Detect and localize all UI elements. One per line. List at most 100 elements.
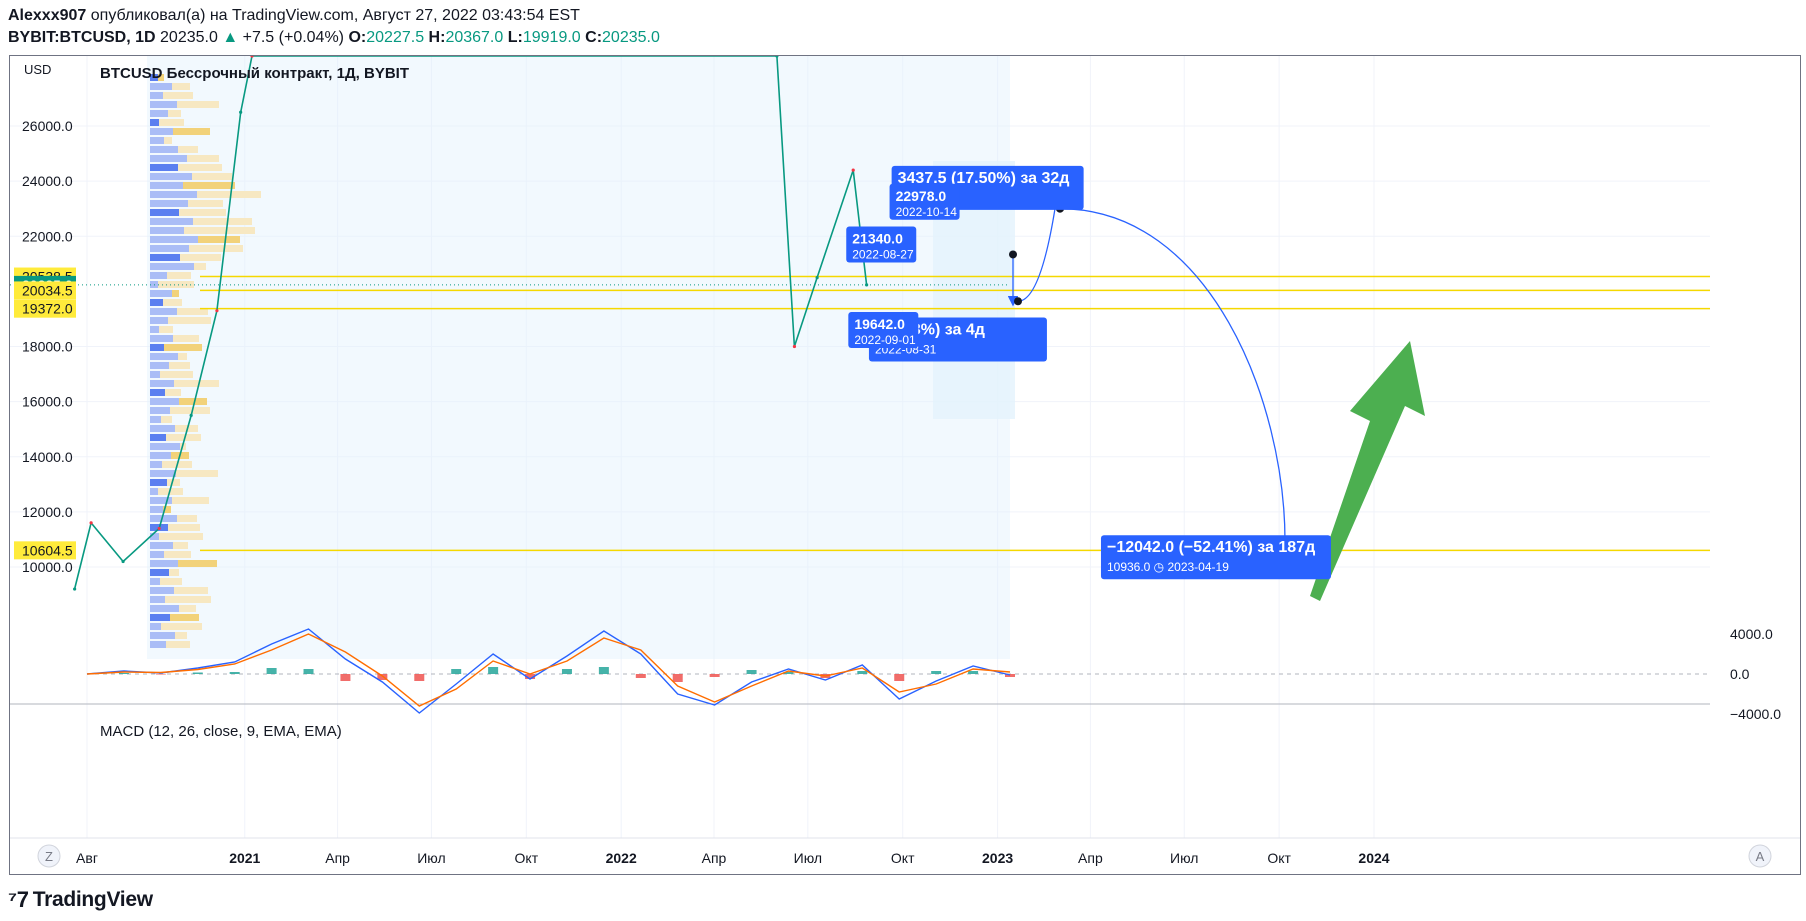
volume-bar-down bbox=[174, 587, 208, 594]
volume-bar-down bbox=[177, 101, 219, 108]
volume-bar-down bbox=[178, 353, 187, 360]
high-label: H: bbox=[428, 29, 446, 46]
volume-bar-down bbox=[168, 317, 211, 324]
volume-bar-down bbox=[159, 326, 173, 333]
price-point bbox=[815, 275, 819, 280]
price-tick-label: 18000.0 bbox=[22, 339, 73, 355]
volume-bar-down bbox=[179, 209, 226, 216]
brand-name: TradingView bbox=[32, 888, 153, 911]
volume-bar-up bbox=[150, 623, 161, 630]
price-tick-label: 22000.0 bbox=[22, 228, 73, 244]
volume-bar-up bbox=[150, 164, 178, 171]
chart-frame[interactable]: 3437.5 (17.50%) за 32д2022-10-0322978.02… bbox=[9, 55, 1801, 875]
time-tick-label: Окт bbox=[515, 850, 539, 866]
volume-bar-down bbox=[173, 128, 210, 135]
volume-bar-down bbox=[197, 191, 261, 198]
volume-bar-down bbox=[194, 263, 206, 270]
anchor-point bbox=[1014, 297, 1022, 306]
auto-scale-button[interactable]: A bbox=[1748, 844, 1772, 868]
annotations: 3437.5 (17.50%) за 32д2022-10-0322978.02… bbox=[846, 165, 1425, 601]
volume-bar-up bbox=[150, 407, 170, 414]
volume-bar-up bbox=[150, 344, 164, 351]
volume-bar-down bbox=[163, 299, 182, 306]
price-point bbox=[851, 168, 855, 172]
macd-histogram-bar bbox=[561, 669, 572, 674]
open-value: 20227.5 bbox=[366, 29, 425, 46]
volume-bar-down bbox=[169, 569, 179, 576]
macd-histogram-bar bbox=[377, 674, 388, 680]
volume-bar-up bbox=[150, 299, 163, 306]
callout-line2: 2022-09-01 bbox=[854, 333, 916, 347]
zoom-button[interactable]: Z bbox=[37, 844, 61, 868]
price-label-text: 20034.5 bbox=[22, 282, 73, 298]
callout-box bbox=[1100, 535, 1331, 580]
macd-histogram-bar bbox=[598, 667, 609, 674]
volume-bar-down bbox=[167, 479, 180, 486]
volume-bar-down bbox=[164, 551, 191, 558]
close-value: 20235.0 bbox=[602, 29, 660, 46]
volume-bar-up bbox=[150, 452, 171, 459]
price-series bbox=[73, 56, 869, 591]
volume-bar-up bbox=[150, 173, 192, 180]
volume-bar-up bbox=[150, 578, 160, 585]
macd-histogram-bar bbox=[894, 674, 905, 681]
chart-svg[interactable]: 3437.5 (17.50%) за 32д2022-10-0322978.02… bbox=[10, 56, 1800, 874]
volume-bar-down bbox=[163, 92, 193, 99]
volume-bar-down bbox=[184, 227, 255, 234]
time-axis[interactable]: Авг 2021 Апр Июл Окт 2022 Апр Июл Окт 2023 Апр Июл О… bbox=[76, 850, 1390, 866]
volume-bar-down bbox=[176, 470, 218, 477]
callout-line1: 3437.5 (17.50%) за 32д bbox=[898, 170, 1070, 187]
volume-bar-up bbox=[150, 614, 170, 621]
price-axis[interactable]: 26000.0 24000.0 22000.0 18000.0 16000.0 14000… bbox=[14, 118, 1781, 722]
volume-bar-down bbox=[165, 596, 211, 603]
macd-histogram-bar bbox=[266, 668, 277, 674]
volume-bar-down bbox=[159, 119, 184, 126]
macd-histogram-bar bbox=[1005, 674, 1015, 677]
change-arrow-icon: ▲ bbox=[222, 29, 239, 46]
volume-bar-up bbox=[150, 317, 168, 324]
macd-histogram-bar bbox=[118, 673, 129, 674]
volume-bar-down bbox=[161, 416, 172, 423]
brand-footer[interactable]: ⁷7 TradingView bbox=[8, 887, 153, 913]
author-name[interactable]: Alexxx907 bbox=[8, 7, 87, 24]
volume-bar-up bbox=[150, 191, 197, 198]
volume-bar-down bbox=[158, 488, 183, 495]
up-arrow-icon bbox=[1310, 341, 1425, 601]
callout-box bbox=[848, 311, 919, 348]
volume-bar-up bbox=[150, 362, 169, 369]
price-tick-label: 12000.0 bbox=[22, 504, 73, 520]
volume-bar-up bbox=[150, 389, 165, 396]
time-tick-label: 2022 bbox=[606, 850, 637, 866]
macd-histogram-bar bbox=[155, 674, 166, 675]
volume-bar-down bbox=[175, 425, 198, 432]
callout-box bbox=[889, 183, 960, 220]
volume-bar-up bbox=[150, 560, 178, 567]
macd-tick-label: 4000.0 bbox=[1730, 626, 1773, 642]
price-tick-label: 10000.0 bbox=[22, 559, 73, 575]
price-tick-label: 26000.0 bbox=[22, 118, 73, 134]
callout-line2: 2022-08-27 bbox=[852, 248, 914, 262]
high-value: 20367.0 bbox=[445, 29, 504, 46]
volume-bar-down bbox=[175, 632, 187, 639]
volume-bar-up bbox=[150, 425, 175, 432]
volume-bar-up bbox=[150, 335, 173, 342]
zoom-button-label[interactable]: Z bbox=[45, 849, 53, 864]
price-label-badge bbox=[14, 299, 76, 318]
volume-bar-up bbox=[150, 74, 158, 81]
volume-bar-up bbox=[150, 443, 180, 450]
volume-bar-up bbox=[150, 353, 178, 360]
volume-bar-down bbox=[198, 236, 240, 243]
level-lines bbox=[10, 275, 1710, 552]
volume-bar-up bbox=[150, 569, 169, 576]
last-price: 20235.0 bbox=[160, 29, 218, 46]
time-tick-label: 2021 bbox=[229, 850, 260, 866]
volume-bar-down bbox=[174, 380, 219, 387]
volume-bar-up bbox=[150, 218, 193, 225]
auto-scale-button-label[interactable]: A bbox=[1756, 849, 1765, 864]
quote-line: BYBIT:BTCUSD, 1D 20235.0 ▲ +7.5 (+0.04%)… bbox=[8, 28, 660, 48]
macd-title: MACD (12, 26, close, 9, EMA, EMA) bbox=[100, 723, 342, 740]
volume-bar-down bbox=[170, 407, 210, 414]
price-point bbox=[792, 344, 797, 349]
time-tick-label: Апр bbox=[325, 850, 350, 866]
macd-histogram-bar bbox=[192, 672, 203, 674]
